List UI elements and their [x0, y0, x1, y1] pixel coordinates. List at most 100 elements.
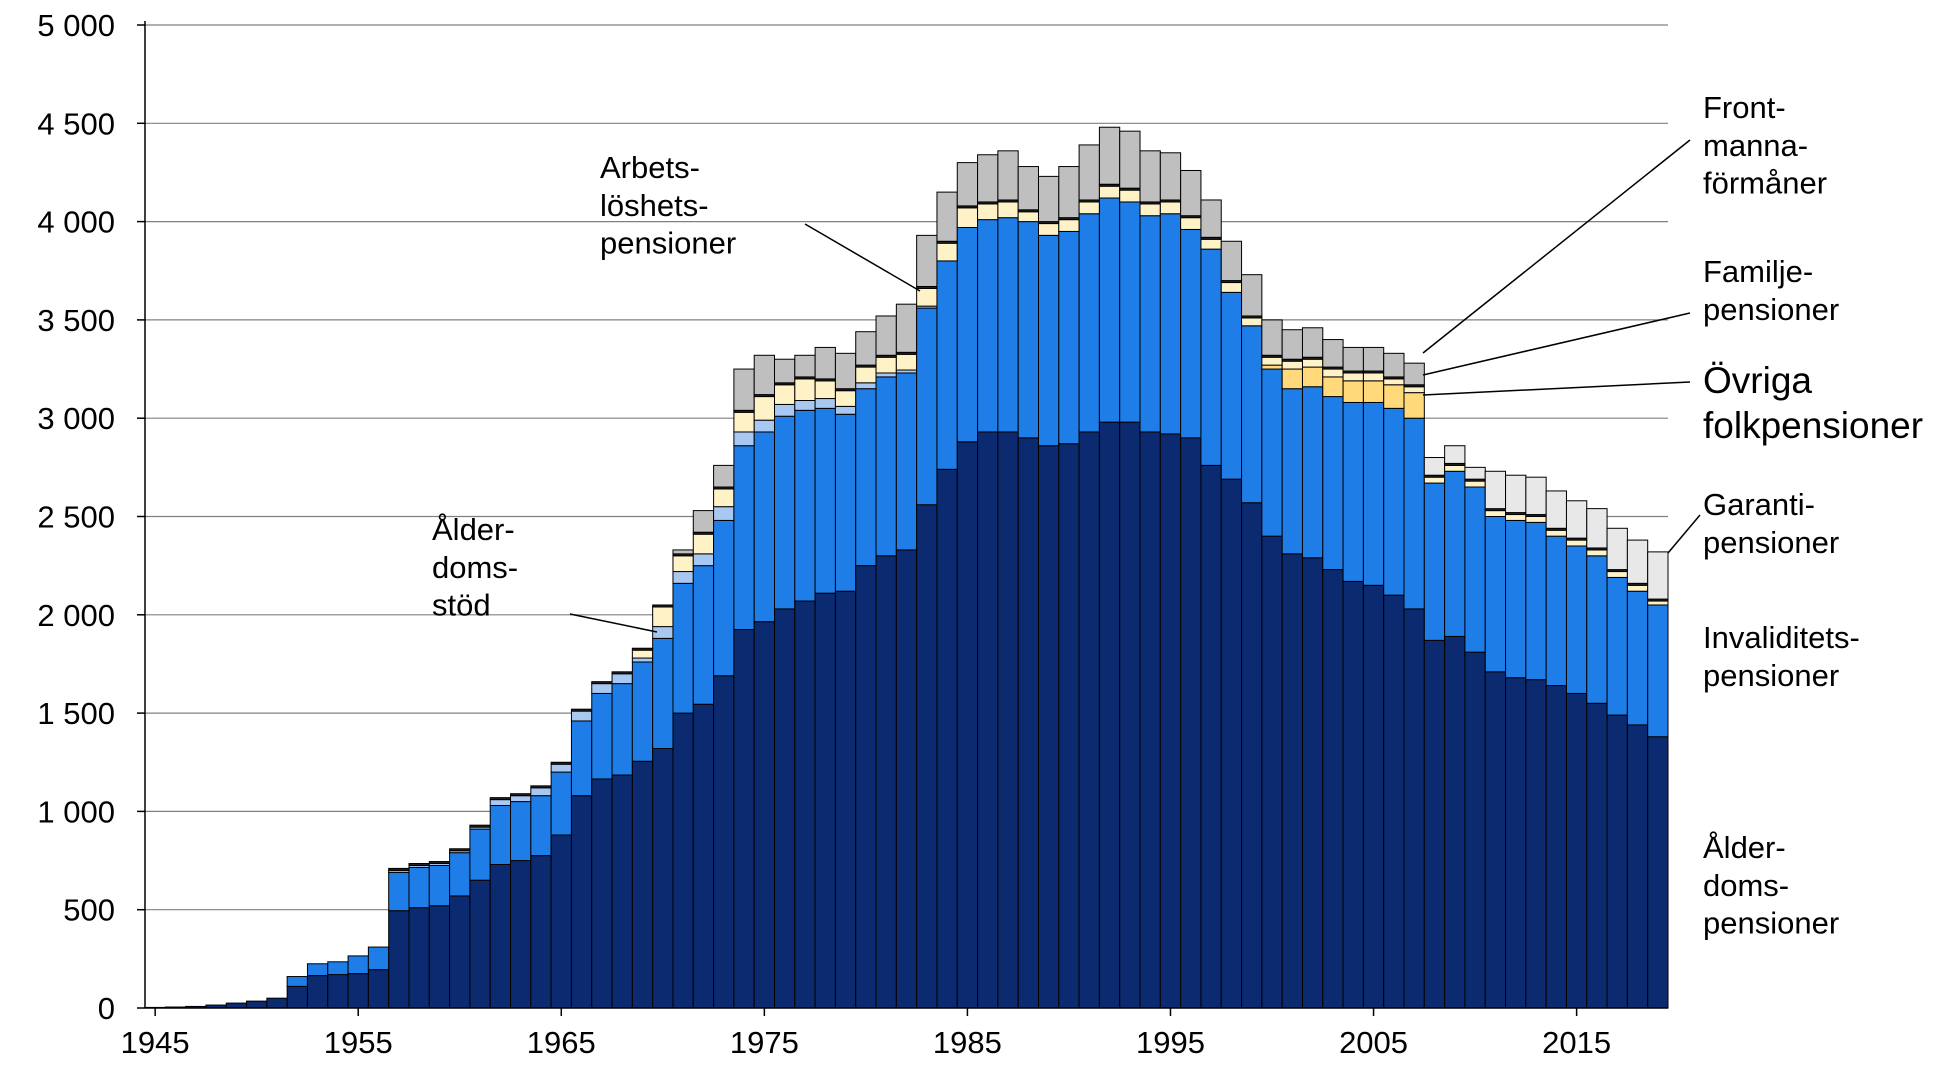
bar-segment: [631, 661, 654, 762]
bar-segment: [794, 600, 816, 1009]
y-tick-label: 500: [63, 893, 115, 928]
bar-segment: [936, 191, 958, 242]
bar-segment: [774, 608, 796, 1009]
bar-segment: [408, 866, 430, 909]
bar-segment: [570, 710, 593, 722]
bar-segment: [1565, 692, 1588, 1009]
bar-segment: [1383, 352, 1405, 378]
leader-line: [569, 613, 658, 633]
bar-segment: [794, 400, 816, 411]
bar-segment: [1484, 510, 1507, 517]
y-tick-label: 0: [98, 991, 115, 1026]
bar-segment: [1545, 685, 1567, 1009]
bar-segment: [1444, 635, 1466, 1009]
bar-segment: [469, 828, 491, 881]
bar-segment: [1301, 557, 1324, 1009]
bar-segment: [1261, 368, 1283, 537]
bar-segment: [814, 380, 836, 400]
bar-segment: [1647, 600, 1669, 606]
bar-segment: [1058, 166, 1080, 219]
bar-segment: [1626, 590, 1649, 726]
bar-segment: [1403, 362, 1425, 386]
leader-line: [1422, 312, 1691, 376]
bar-segment: [1058, 230, 1080, 445]
series-label: Garanti-pensioner: [1703, 487, 1839, 560]
bar-segment: [570, 795, 593, 1009]
y-tick-label: 2 500: [37, 500, 115, 535]
bar-segment: [956, 441, 979, 1009]
bar-segment: [1362, 401, 1385, 586]
bar-segment: [530, 795, 552, 857]
bar-segment: [286, 985, 308, 1009]
bar-segment: [1606, 576, 1628, 716]
bar-segment: [449, 848, 471, 852]
bar-segment: [672, 549, 694, 555]
bar-segment: [834, 390, 857, 407]
y-tick-label: 3 500: [37, 303, 115, 338]
bar-segment: [1119, 189, 1141, 203]
bar-segment: [550, 761, 572, 765]
bar-segment: [733, 411, 755, 433]
bar-segment: [469, 879, 491, 1009]
bar-segment: [814, 592, 836, 1009]
bar-segment: [1017, 221, 1039, 439]
bar-segment: [753, 396, 776, 421]
bar-segment: [1423, 457, 1446, 476]
bar-segment: [1180, 437, 1202, 1009]
bar-segment: [1505, 677, 1527, 1009]
bar-segment: [1281, 329, 1303, 360]
bar-segment: [1220, 478, 1243, 1009]
bar-segment: [733, 431, 755, 447]
series-label: Ålder-doms-stöd: [432, 512, 518, 623]
bar-segment: [977, 154, 999, 203]
x-tick-label: 2015: [1542, 1025, 1611, 1060]
bar-segment: [1098, 421, 1121, 1009]
bar-segment: [1017, 166, 1039, 211]
bar-segment: [997, 201, 1019, 219]
bar-segment: [1220, 282, 1243, 293]
bar-segment: [408, 862, 430, 866]
bar-segment: [530, 787, 552, 797]
bar-segment: [733, 445, 755, 631]
bar-segment: [469, 824, 491, 828]
bar-segment: [1017, 211, 1039, 223]
bar-segment: [1159, 213, 1182, 435]
bar-segment: [1220, 291, 1243, 480]
bar-segment: [875, 555, 897, 1009]
bar-segment: [713, 464, 735, 488]
bar-segment: [652, 604, 674, 608]
bar-segment: [895, 353, 918, 371]
bar-segment: [550, 834, 572, 1009]
bar-segment: [1200, 464, 1222, 1009]
bar-segment: [733, 629, 755, 1009]
bar-segment: [814, 346, 836, 380]
bar-segment: [1200, 248, 1222, 466]
bar-segment: [1037, 175, 1060, 223]
bar-segment: [1220, 240, 1243, 282]
bar-segment: [1525, 516, 1547, 523]
bar-segment: [246, 1000, 268, 1009]
bar-segment: [997, 431, 1019, 1009]
x-tick-label: 1985: [933, 1025, 1002, 1060]
bar-segment: [1525, 679, 1547, 1009]
bar-segment: [875, 356, 897, 374]
bar-segment: [1383, 407, 1405, 596]
bar-segment: [428, 864, 451, 907]
bar-segment: [1647, 551, 1669, 600]
bar-segment: [611, 673, 633, 685]
y-tick-label: 1 500: [37, 696, 115, 731]
bar-segment: [1322, 368, 1344, 378]
leader-line: [804, 223, 921, 292]
bar-segment: [855, 388, 877, 567]
bar-segment: [997, 150, 1019, 201]
bar-segment: [1241, 325, 1263, 504]
bar-segment: [1301, 386, 1324, 559]
bar-segment: [936, 260, 958, 470]
bar-segment: [713, 519, 735, 677]
bar-segment: [1545, 535, 1567, 687]
bar-segment: [814, 398, 836, 409]
bar-segment: [1200, 238, 1222, 250]
bar-segment: [1281, 388, 1303, 555]
bar-segment: [489, 863, 512, 1009]
bar-segment: [1362, 372, 1385, 382]
